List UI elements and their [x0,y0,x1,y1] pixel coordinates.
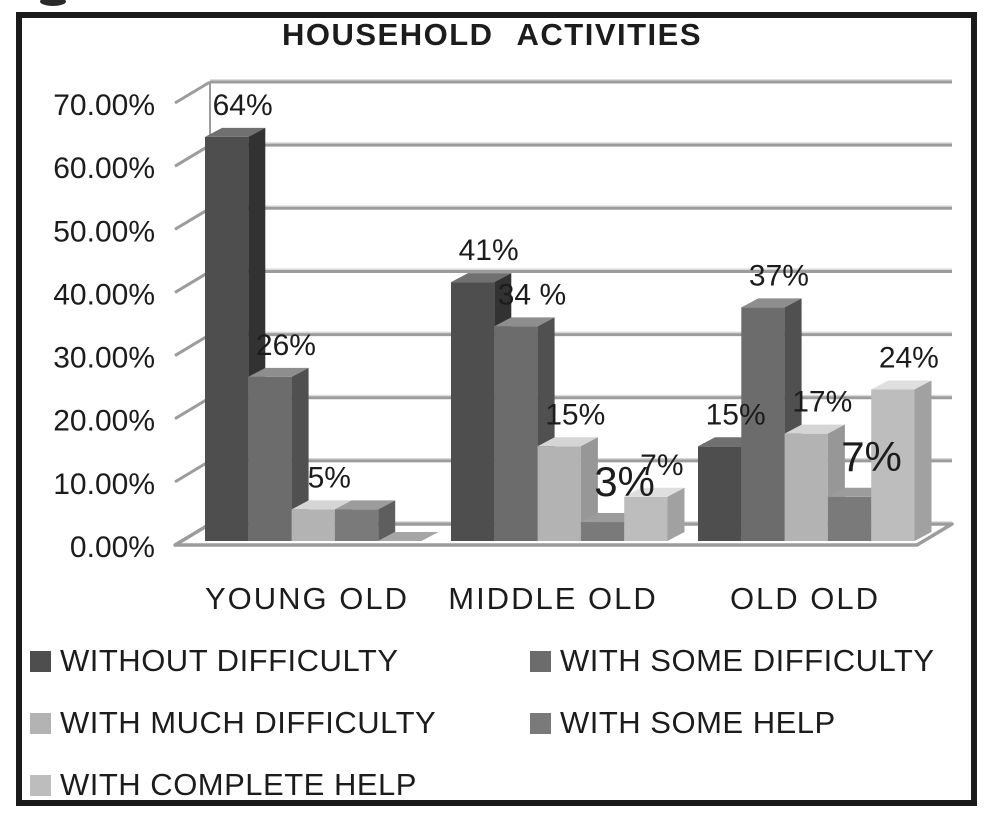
y-axis-tick [174,522,211,547]
legend-label: WITH SOME DIFFICULTY [560,643,935,678]
y-axis-label: 20.00% [53,405,155,438]
y-axis-tick [174,459,211,484]
legend-item-without-difficulty: WITHOUT DIFFICULTY [30,643,530,679]
bar-middle-old-with-much-difficulty-top [537,437,598,447]
category-label-middle-old: MIDDLE OLD [448,581,658,616]
data-label-young-old-without-difficulty: 64% [213,89,273,122]
data-label-old-old-with-much-difficulty: 17% [792,386,852,419]
legend-label: WITHOUT DIFFICULTY [60,643,399,678]
bar-old-old-with-much-difficulty-front [784,433,828,541]
data-label-young-old-with-some-difficulty: 26% [256,329,316,362]
bar-old-old-with-some-help-front [827,496,872,541]
y-axis-label: 40.00% [53,278,155,311]
bar-young-old-without-difficulty-front [205,136,249,542]
legend-swatch-with-some-help [530,712,551,734]
data-label-old-old-with-some-difficulty: 37% [749,259,809,292]
bar-young-old-with-some-help-front [334,509,379,541]
bar-middle-old-with-complete-help-front [624,496,668,541]
bar-old-old-with-much-difficulty-top [784,424,845,434]
chart-title: HOUSEHOLD ACTIVITIES [281,17,703,52]
bar-middle-old-with-complete-help-side [667,487,685,541]
bar-middle-old-without-difficulty-front [451,282,495,541]
legend-label: WITH SOME HELP [560,705,836,740]
legend-swatch-with-some-difficulty [530,650,551,672]
bar-middle-old-with-some-help-front [580,522,625,541]
y-axis-tick [174,80,211,105]
data-label-middle-old-with-much-difficulty: 15% [545,398,605,431]
legend-swatch-without-difficulty [30,650,51,672]
data-label-middle-old-with-some-help: 3% [594,458,655,505]
data-label-middle-old-with-complete-help: 7% [640,449,683,482]
y-axis-tick [174,396,211,421]
legend-item-with-some-difficulty: WITH SOME DIFFICULTY [530,643,960,679]
y-axis-label: 0.00% [70,531,155,564]
legend-item-with-some-help: WITH SOME HELP [530,705,960,741]
bar-old-old-with-complete-help-top [871,380,932,390]
bar-middle-old-with-some-difficulty-top [494,317,555,327]
bar-middle-old-with-some-difficulty-front [494,326,538,541]
y-axis-tick [174,143,211,168]
category-axis: YOUNG OLD MIDDLE OLD OLD OLD [0,581,984,616]
y-axis-tick [174,333,211,357]
y-axis-label: 70.00% [53,89,155,122]
y-axis-label: 60.00% [53,152,155,185]
legend-label: WITH MUCH DIFFICULTY [60,705,437,740]
bar-young-old-with-much-difficulty-front [291,509,335,541]
bar-middle-old-with-much-difficulty-side [580,437,598,541]
bar-young-old-with-some-difficulty-top [248,367,309,377]
legend-item-with-much-difficulty: WITH MUCH DIFFICULTY [30,705,530,741]
y-axis-tick [174,270,211,294]
legend-swatch-with-complete-help [30,774,51,796]
legend-item-with-complete-help: WITH COMPLETE HELP [30,767,530,803]
bar-young-old-with-some-help-top [334,500,396,510]
bar-old-old-with-complete-help-side [914,380,932,541]
data-label-young-old-with-much-difficulty: 5% [308,461,351,494]
bar-young-old-without-difficulty-top [205,127,266,137]
data-label-middle-old-without-difficulty: 41% [459,234,519,267]
bar-old-old-with-some-difficulty-top [741,298,802,308]
data-label-old-old-with-complete-help: 24% [879,341,939,374]
bar-old-old-without-difficulty-front [698,446,742,541]
data-label-old-old-with-some-help: 7% [841,433,902,480]
data-label-old-old-without-difficulty: 15% [706,398,766,431]
bar-middle-old-without-difficulty-top [451,273,512,283]
legend-label: WITH COMPLETE HELP [60,767,417,802]
category-label-young-old: YOUNG OLD [204,581,410,616]
bar-middle-old-with-much-difficulty-front [537,446,581,541]
bar-middle-old-with-complete-help-top [624,487,685,497]
bar-old-old-with-some-difficulty-front [741,307,785,541]
bar-old-old-with-complete-help-front [871,389,915,541]
y-axis-label: 10.00% [53,468,155,501]
bar-young-old-with-much-difficulty-top [291,500,352,510]
bar-young-old-with-some-help-side [378,500,396,541]
scan-artifact [40,0,66,6]
bar-young-old-with-some-difficulty-side [291,367,309,541]
data-label-middle-old-with-some-difficulty: 34 % [498,278,566,311]
category-label-old-old: OLD OLD [729,581,881,616]
y-axis-tick [174,207,211,231]
y-axis-label: 50.00% [53,215,155,248]
bar-young-old-with-complete-help-flat [378,532,439,541]
chart-legend: WITHOUT DIFFICULTY WITH SOME DIFFICULTY WI… [30,630,960,815]
y-axis-label: 30.00% [53,342,155,375]
legend-swatch-with-much-difficulty [30,712,51,734]
bar-young-old-with-some-difficulty-front [248,376,292,541]
